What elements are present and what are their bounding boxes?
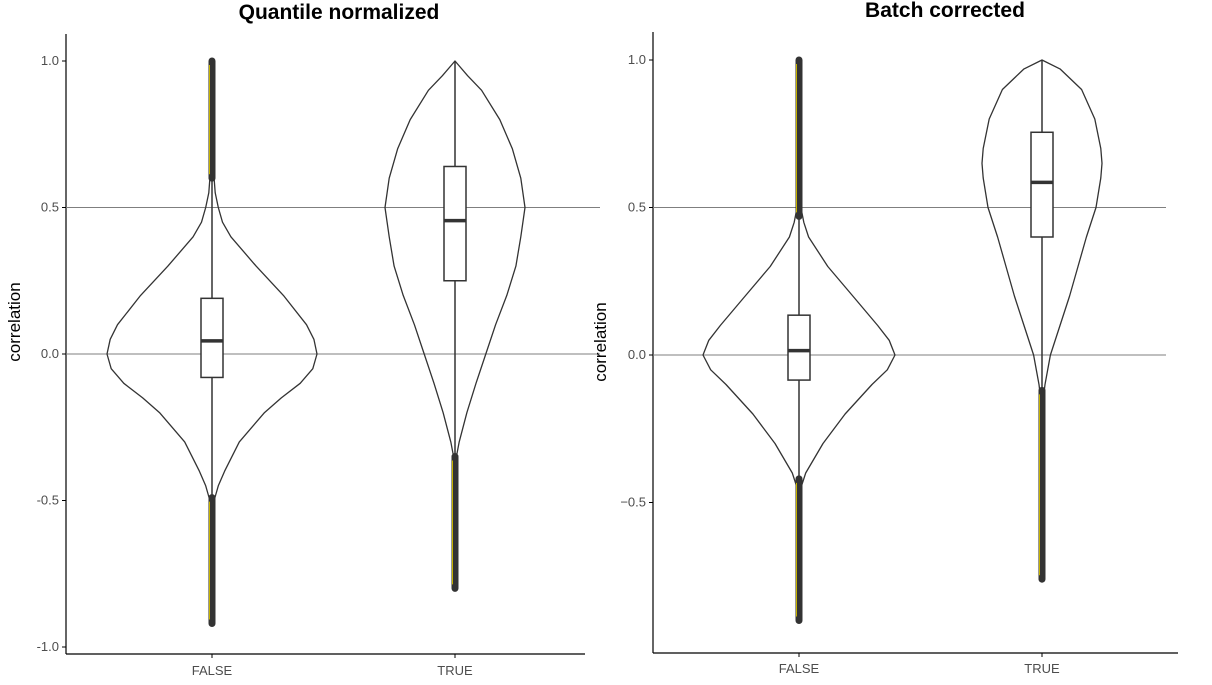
y-tick-label: 1.0	[628, 52, 646, 67]
chart-title: Quantile normalized	[239, 1, 440, 24]
y-axis-label: correlation	[591, 302, 610, 381]
y-tick-label: -1.0	[37, 639, 59, 654]
panel-batch-corrected: Batch corrected correlation 1.0 0.5 0.0 −0.…	[591, 0, 1178, 676]
x-tick-label: FALSE	[779, 661, 820, 676]
box-iqr	[787, 314, 811, 381]
y-axis-label: correlation	[5, 282, 24, 361]
y-tick-label: -0.5	[37, 493, 59, 508]
box-iqr	[443, 165, 467, 282]
x-tick-label: TRUE	[1024, 661, 1060, 676]
y-tick-label: 0.0	[41, 346, 59, 361]
chart-title: Batch corrected	[865, 0, 1025, 22]
x-tick-label: TRUE	[437, 663, 473, 678]
box-iqr	[1030, 131, 1054, 238]
panel-quantile-normalized: Quantile normalized correlation 1.0 0.5 0.…	[5, 1, 600, 678]
x-tick-label: FALSE	[192, 663, 233, 678]
y-tick-label: 0.0	[628, 347, 646, 362]
y-tick-label: 0.5	[41, 200, 59, 215]
y-tick-label: 1.0	[41, 53, 59, 68]
y-tick-label: −0.5	[620, 495, 646, 510]
box-iqr	[200, 297, 224, 379]
y-tick-label: 0.5	[628, 200, 646, 215]
